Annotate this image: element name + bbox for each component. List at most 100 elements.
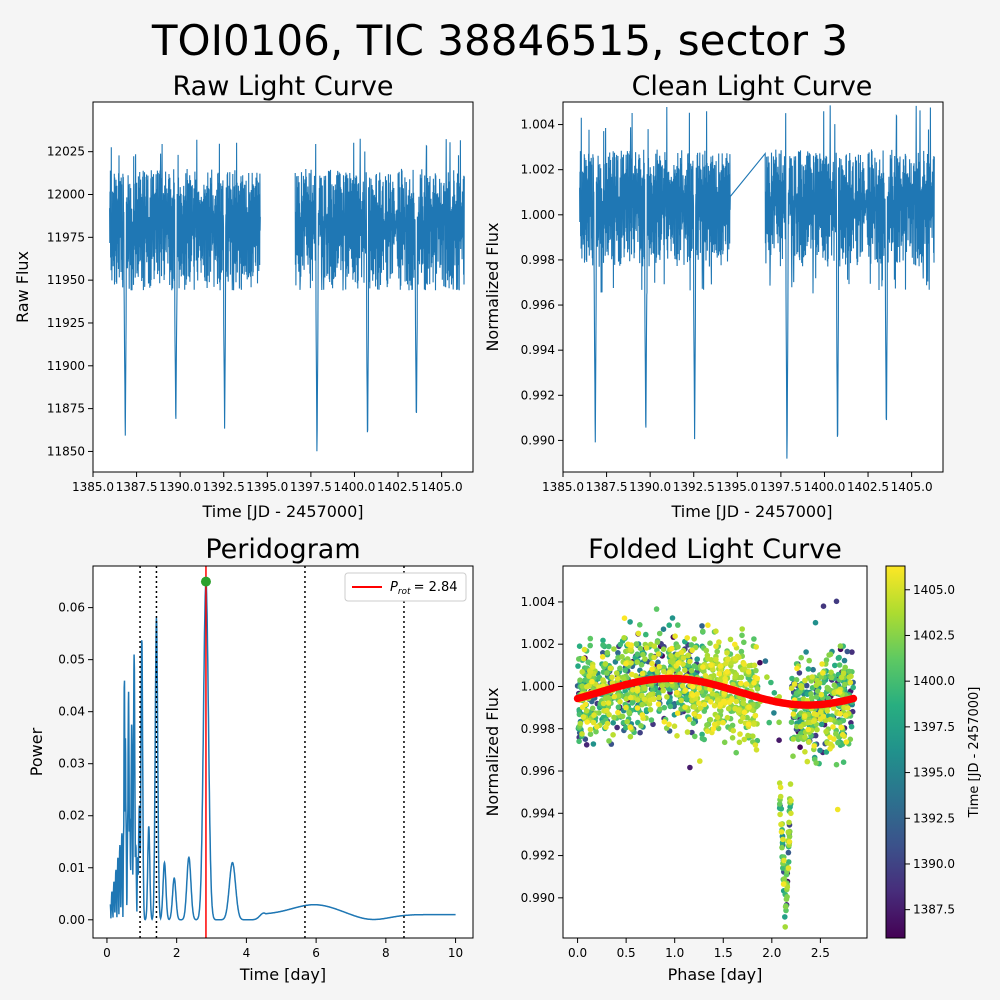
folded-data-point	[771, 690, 778, 696]
raw-ticks: 1385.0 1387.5 1390.0 1392.5 1395.0 1397.5 1400…	[47, 145, 463, 494]
folded-data-point	[790, 711, 797, 717]
folded-data-point	[630, 687, 636, 693]
folded-data-point	[716, 639, 722, 645]
folded-data-point	[600, 637, 606, 644]
folded-data-point	[688, 667, 695, 674]
folded-data-point	[587, 669, 594, 675]
folded-data-point	[788, 797, 794, 804]
folded-data-point	[709, 690, 716, 697]
folded-data-point	[818, 721, 825, 728]
clean-y-tick-label: 0.994	[521, 343, 555, 357]
folded-data-point	[798, 654, 804, 661]
folded-data-point	[619, 653, 625, 660]
folded-data-point	[754, 686, 761, 692]
folded-data-point	[828, 674, 835, 681]
folded-data-point	[627, 733, 634, 740]
folded-data-point	[583, 742, 590, 748]
folded-data-point	[660, 646, 667, 652]
folded-data-point	[621, 615, 628, 621]
folded-data-point	[617, 665, 623, 672]
folded-y-tick-label: 1.004	[521, 595, 555, 609]
folded-data-point	[805, 666, 812, 672]
folded-data-point	[661, 719, 668, 725]
folded-data-point	[674, 689, 680, 696]
folded-data-point	[705, 622, 711, 628]
folded-data-point	[845, 705, 851, 711]
folded-data-point	[576, 643, 583, 649]
folded-data-point	[754, 737, 761, 744]
folded-data-point	[805, 726, 812, 733]
folded-data-point	[814, 726, 820, 733]
folded-data-point	[657, 706, 663, 712]
folded-data-point	[842, 664, 848, 671]
raw-plot-frame	[92, 101, 474, 473]
colorbar: 1387.5 1390.0 1392.5 1395.0 1397.5 1400.0 1402…	[885, 565, 982, 939]
periodogram-y-tick-label: 0.04	[58, 705, 85, 719]
folded-data-point	[606, 738, 612, 744]
folded-data-point	[818, 691, 825, 698]
folded-data-point	[675, 644, 681, 650]
folded-data-point	[711, 702, 718, 709]
folded-data-point	[593, 728, 599, 735]
raw-x-tick-label: 1392.5	[203, 480, 245, 494]
folded-data-point	[813, 760, 819, 766]
folded-data-point	[634, 685, 641, 691]
folded-data-point	[617, 698, 623, 705]
folded-data-point	[680, 661, 686, 667]
folded-data-point	[623, 704, 629, 711]
folded-data-point	[647, 706, 654, 713]
folded-data-point	[830, 724, 836, 730]
folded-data-point	[577, 720, 584, 727]
folded-data-point	[823, 749, 830, 755]
folded-data-point	[623, 660, 629, 667]
folded-data-point	[741, 639, 747, 646]
clean-flux-series-line	[579, 105, 935, 459]
folded-data-point	[751, 662, 758, 669]
folded-data-point	[730, 727, 737, 734]
periodogram-y-axis-label: Power	[27, 727, 46, 776]
folded-data-point	[606, 643, 612, 650]
folded-data-point	[610, 720, 616, 726]
folded-data-point	[603, 707, 610, 714]
folded-data-point	[847, 736, 854, 743]
folded-data-point	[843, 739, 850, 745]
folded-data-point	[696, 685, 702, 691]
raw-x-tick-label: 1395.0	[246, 480, 288, 494]
folded-data-point	[837, 711, 843, 717]
folded-ticks: 0.0 0.5 1.0 1.5 2.0 2.5 0.990 0.992 0.994 0.996 0.…	[521, 595, 830, 960]
folded-data-point	[691, 704, 698, 710]
folded-data-point	[810, 718, 817, 724]
folded-data-point	[604, 670, 610, 676]
periodogram-x-tick-label: 4	[243, 946, 251, 960]
folded-data-point	[582, 701, 589, 708]
folded-data-point	[575, 663, 581, 669]
folded-data-point	[682, 704, 688, 710]
folded-data-point	[690, 692, 696, 698]
folded-data-point	[846, 668, 852, 675]
folded-data-point	[586, 673, 592, 679]
folded-data-point	[813, 694, 820, 700]
folded-data-point	[634, 697, 641, 703]
folded-data-point	[732, 705, 738, 712]
raw-x-tick-label: 1400.0	[333, 480, 375, 494]
folded-data-point	[781, 857, 787, 864]
folded-data-point	[694, 656, 700, 662]
folded-data-point	[621, 676, 627, 682]
folded-data-point	[634, 659, 640, 665]
folded-data-point	[788, 719, 795, 725]
folded-data-point	[817, 709, 824, 715]
folded-data-point	[613, 670, 620, 676]
colorbar-gradient	[885, 565, 906, 939]
folded-data-point	[637, 622, 643, 628]
folded-data-point	[827, 746, 833, 752]
folded-data-point	[656, 663, 662, 670]
clean-x-tick-label: 1390.0	[629, 480, 671, 494]
folded-data-point	[786, 833, 793, 840]
folded-data-point	[580, 714, 587, 720]
periodogram-marks	[109, 566, 456, 938]
folded-data-point	[666, 622, 672, 628]
folded-data-point	[746, 704, 752, 710]
folded-data-point	[692, 733, 698, 740]
folded-data-point	[721, 739, 728, 746]
